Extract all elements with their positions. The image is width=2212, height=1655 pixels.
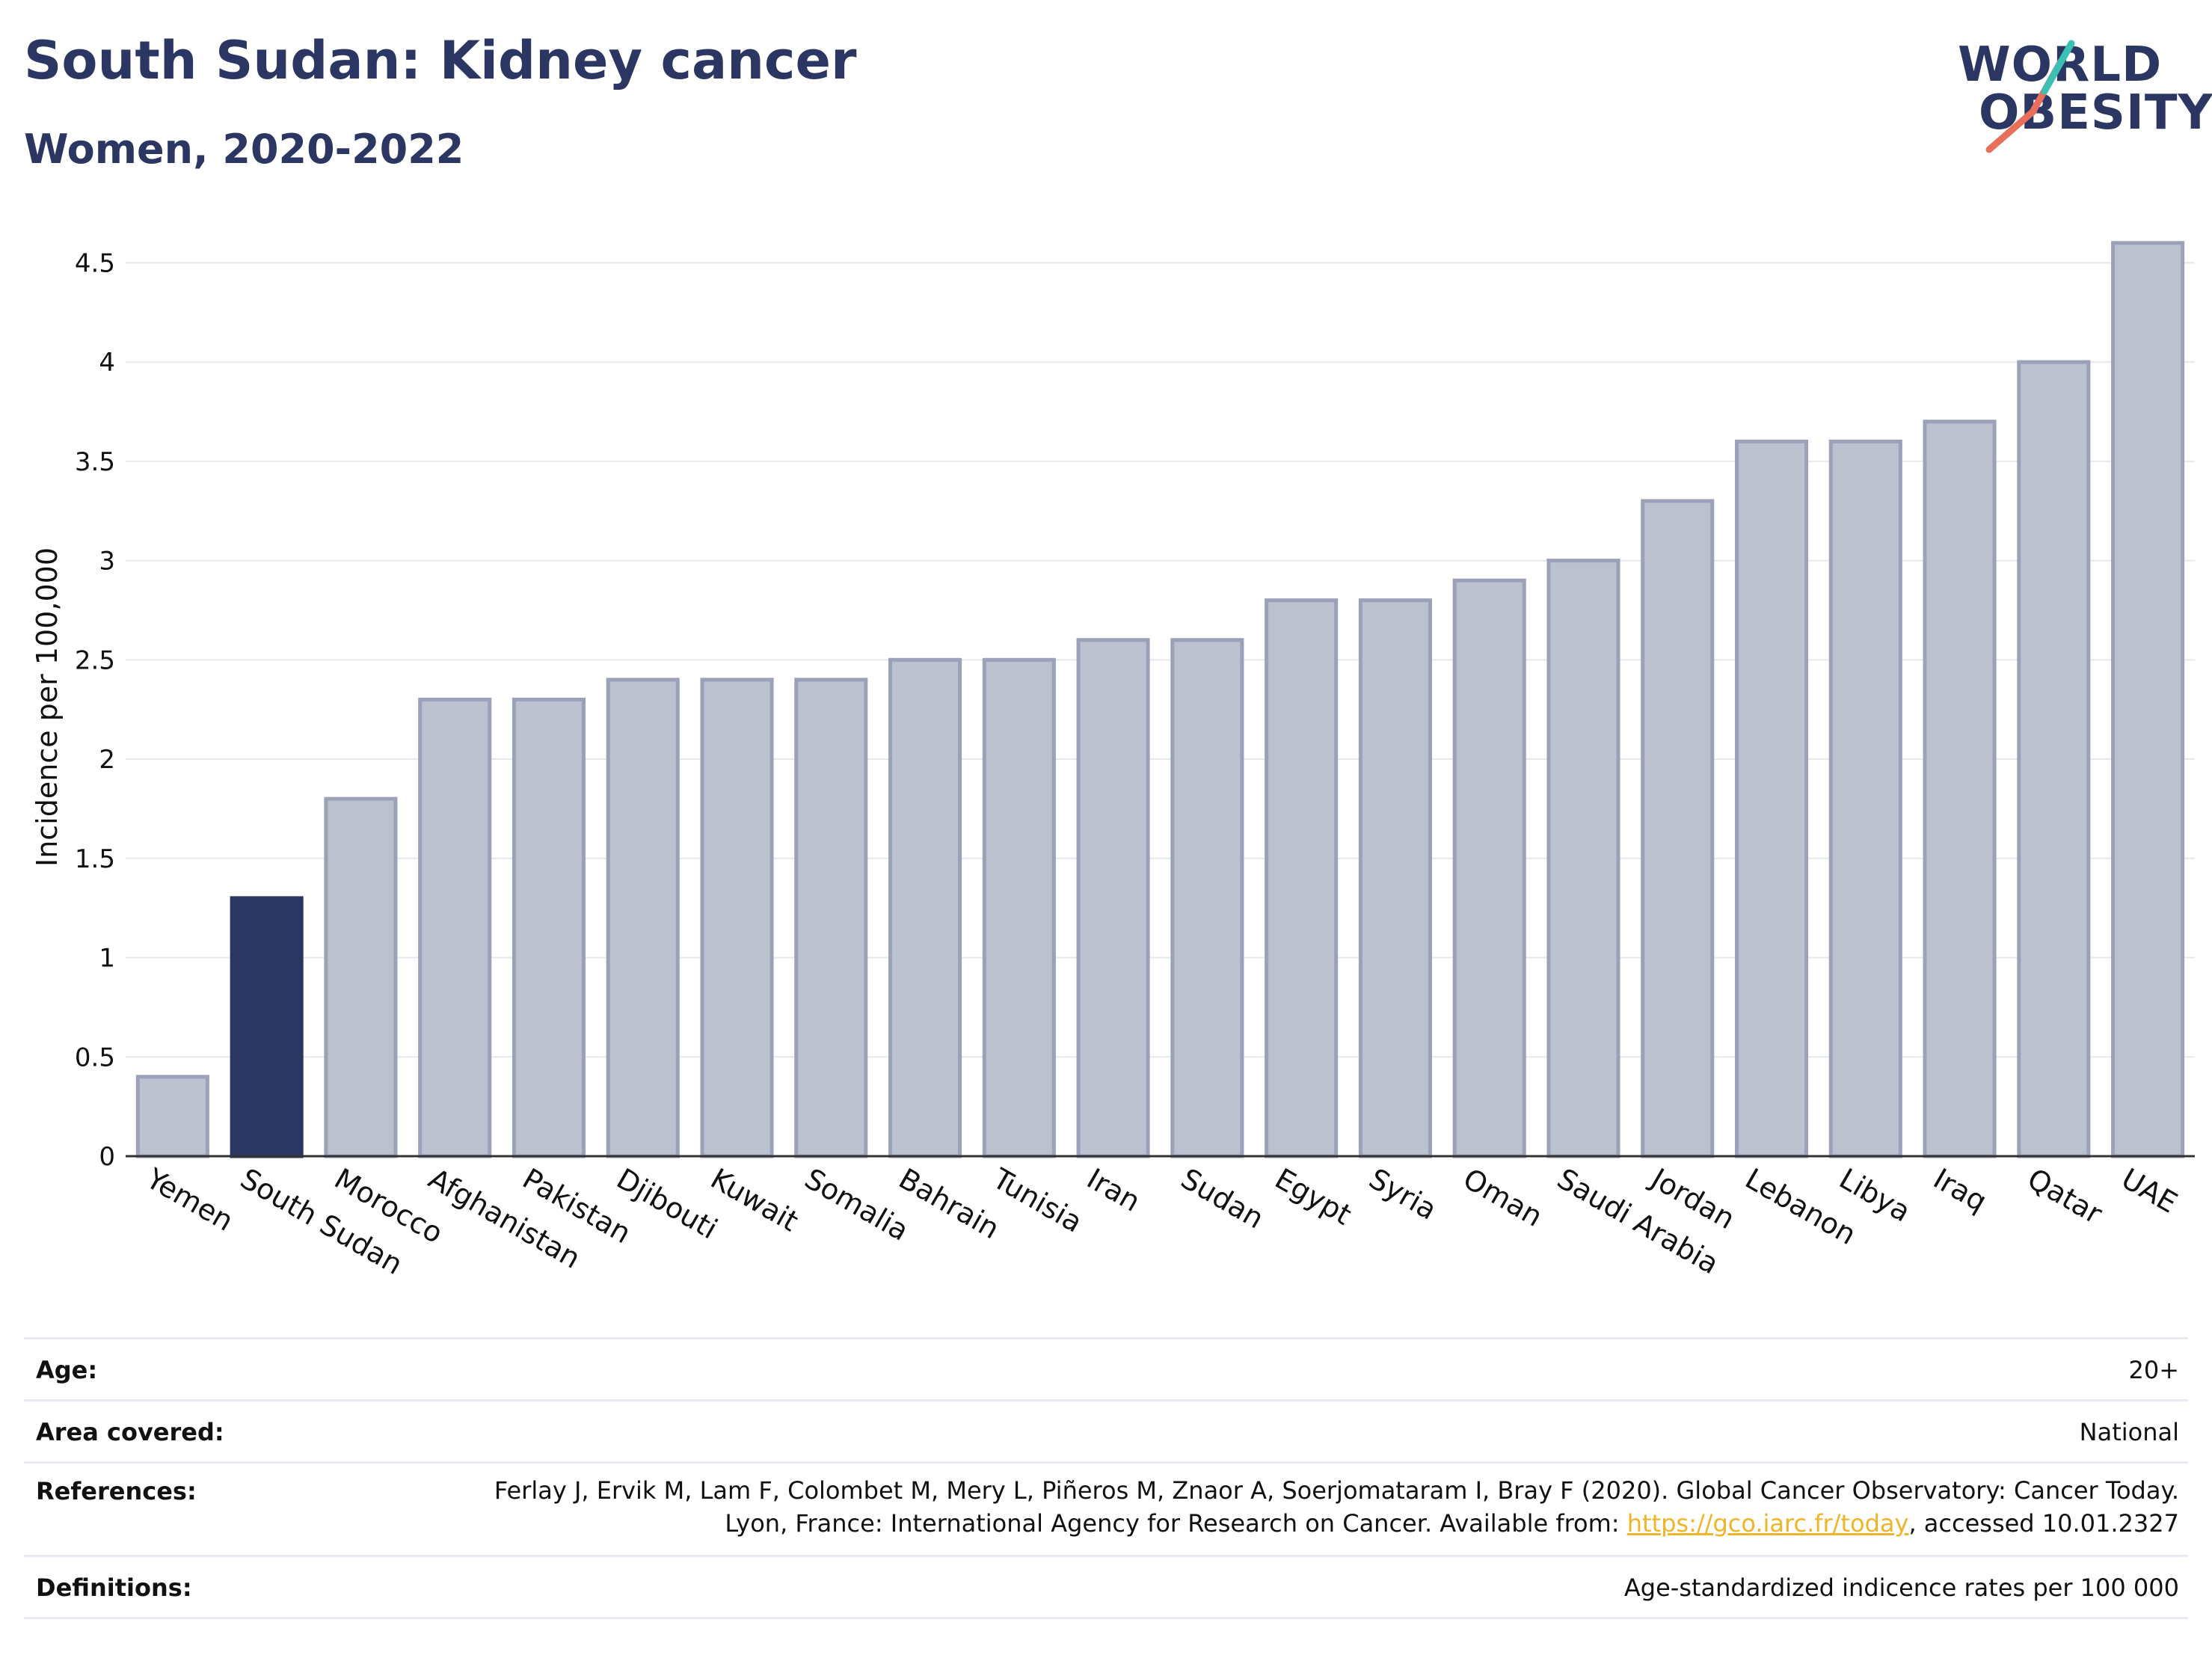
definitions-label: Definitions: (36, 1573, 192, 1602)
logo-word-obesity: OBESITY (1979, 85, 2212, 141)
area-value: National (2079, 1418, 2179, 1446)
bar (700, 678, 774, 1158)
references-label: References: (36, 1477, 197, 1505)
x-tick-label: Syria (1363, 1162, 1442, 1226)
bar (324, 796, 398, 1158)
references-link[interactable]: https://gco.iarc.fr/today (1626, 1509, 1909, 1538)
bar-chart: 0 0.5 1 1.5 2 2.5 3 3.5 4 4.5 Incidence per 100,00… (31, 241, 2195, 1281)
y-tick-label: 4 (99, 348, 115, 378)
bar (1170, 638, 1244, 1158)
x-tick-label: Saudi Arabia (1552, 1162, 1724, 1281)
y-tick-label: 0 (99, 1142, 115, 1172)
y-axis-label: Incidence per 100,000 (31, 547, 64, 867)
references-text: Ferlay J, Ervik M, Lam F, Colombet M, Me… (494, 1476, 2179, 1538)
bar (888, 657, 962, 1158)
age-value: 20+ (2128, 1356, 2179, 1384)
bar (1734, 439, 1809, 1158)
bar (982, 657, 1056, 1158)
bar (794, 678, 868, 1158)
bar (1923, 420, 1997, 1158)
x-tick-label: Qatar (2022, 1162, 2108, 1231)
bar (2111, 241, 2185, 1158)
bar (135, 1075, 209, 1158)
bar (1265, 598, 1339, 1158)
bar (1358, 598, 1432, 1158)
y-tick-label: 1 (99, 944, 115, 974)
x-tick-label: Egypt (1270, 1162, 1357, 1232)
definitions-value: Age-standardized indicence rates per 100… (1623, 1573, 2179, 1602)
y-tick-label: 2 (99, 745, 115, 775)
bar (1641, 499, 1715, 1158)
logo-slash-icon (1985, 40, 2075, 153)
info-row-area: Area covered: National (24, 1399, 2188, 1461)
bar (2017, 360, 2091, 1158)
chart-title: South Sudan: Kidney cancer (24, 30, 857, 91)
bar (1828, 439, 1902, 1158)
x-tick-label: South Sudan (235, 1162, 408, 1281)
bar (1452, 578, 1526, 1158)
y-tick-label: 3 (99, 547, 115, 577)
x-tick-label: Somalia (799, 1162, 915, 1247)
bar (1546, 559, 1620, 1158)
chart-subtitle: Women, 2020-2022 (24, 126, 464, 173)
x-tick-label: Oman (1457, 1162, 1548, 1233)
bar (511, 697, 586, 1158)
world-obesity-logo: WORLD OBESITY (1944, 30, 2212, 165)
info-row-age: Age: 20+ (24, 1337, 2188, 1399)
bar (606, 678, 680, 1158)
chart-info-table: Age: 20+ Area covered: National Referenc… (24, 1337, 2188, 1619)
bar (1076, 638, 1150, 1158)
y-tick-label: 4.5 (75, 248, 115, 278)
x-tick-label: Iran (1081, 1162, 1146, 1218)
y-tick-label: 0.5 (75, 1043, 115, 1072)
x-tick-label: UAE (2116, 1162, 2183, 1220)
bar (418, 697, 492, 1158)
references-accessed: , accessed 10.01.2327 (1908, 1509, 2179, 1538)
info-row-definitions: Definitions: Age-standardized indicence … (24, 1555, 2188, 1619)
x-tick-label: Tunisia (986, 1161, 1087, 1239)
x-tick-label: Yemen (141, 1161, 239, 1238)
age-label: Age: (36, 1356, 98, 1384)
y-tick-label: 1.5 (75, 844, 115, 874)
y-tick-label: 2.5 (75, 645, 115, 675)
y-tick-label: 3.5 (75, 447, 115, 477)
x-tick-label: Iraq (1928, 1162, 1992, 1218)
references-value: Ferlay J, Ervik M, Lam F, Colombet M, Me… (459, 1474, 2179, 1540)
info-row-references: References: Ferlay J, Ervik M, Lam F, Co… (24, 1461, 2188, 1555)
x-tick-label: Sudan (1176, 1162, 1270, 1235)
x-tick-label: Kuwait (705, 1162, 804, 1238)
area-label: Area covered: (36, 1418, 224, 1446)
x-tick-label: Bahrain (894, 1162, 1005, 1246)
bar-highlight (230, 896, 304, 1158)
